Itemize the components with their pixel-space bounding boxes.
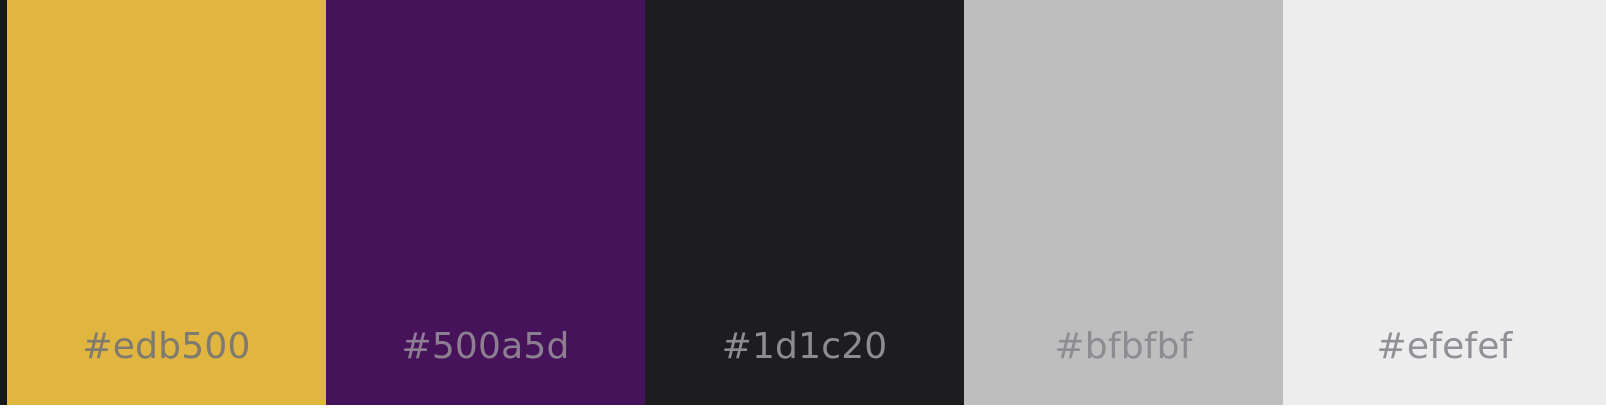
swatch-label-3: #1d1c20 [721, 326, 888, 367]
color-swatch-2: #500a5d [326, 0, 645, 405]
color-swatch-4: #bfbfbf [964, 0, 1283, 405]
swatch-label-4: #bfbfbf [1054, 326, 1193, 367]
swatch-label-2: #500a5d [401, 326, 570, 367]
color-swatch-1: #edb500 [7, 0, 326, 405]
swatch-label-1: #edb500 [82, 326, 251, 367]
color-swatch-5: #efefef [1283, 0, 1606, 405]
color-swatch-3: #1d1c20 [645, 0, 964, 405]
color-palette: #edb500 #500a5d #1d1c20 #bfbfbf #efefef [7, 0, 1606, 405]
left-edge-strip [0, 0, 7, 405]
swatch-label-5: #efefef [1376, 326, 1513, 367]
